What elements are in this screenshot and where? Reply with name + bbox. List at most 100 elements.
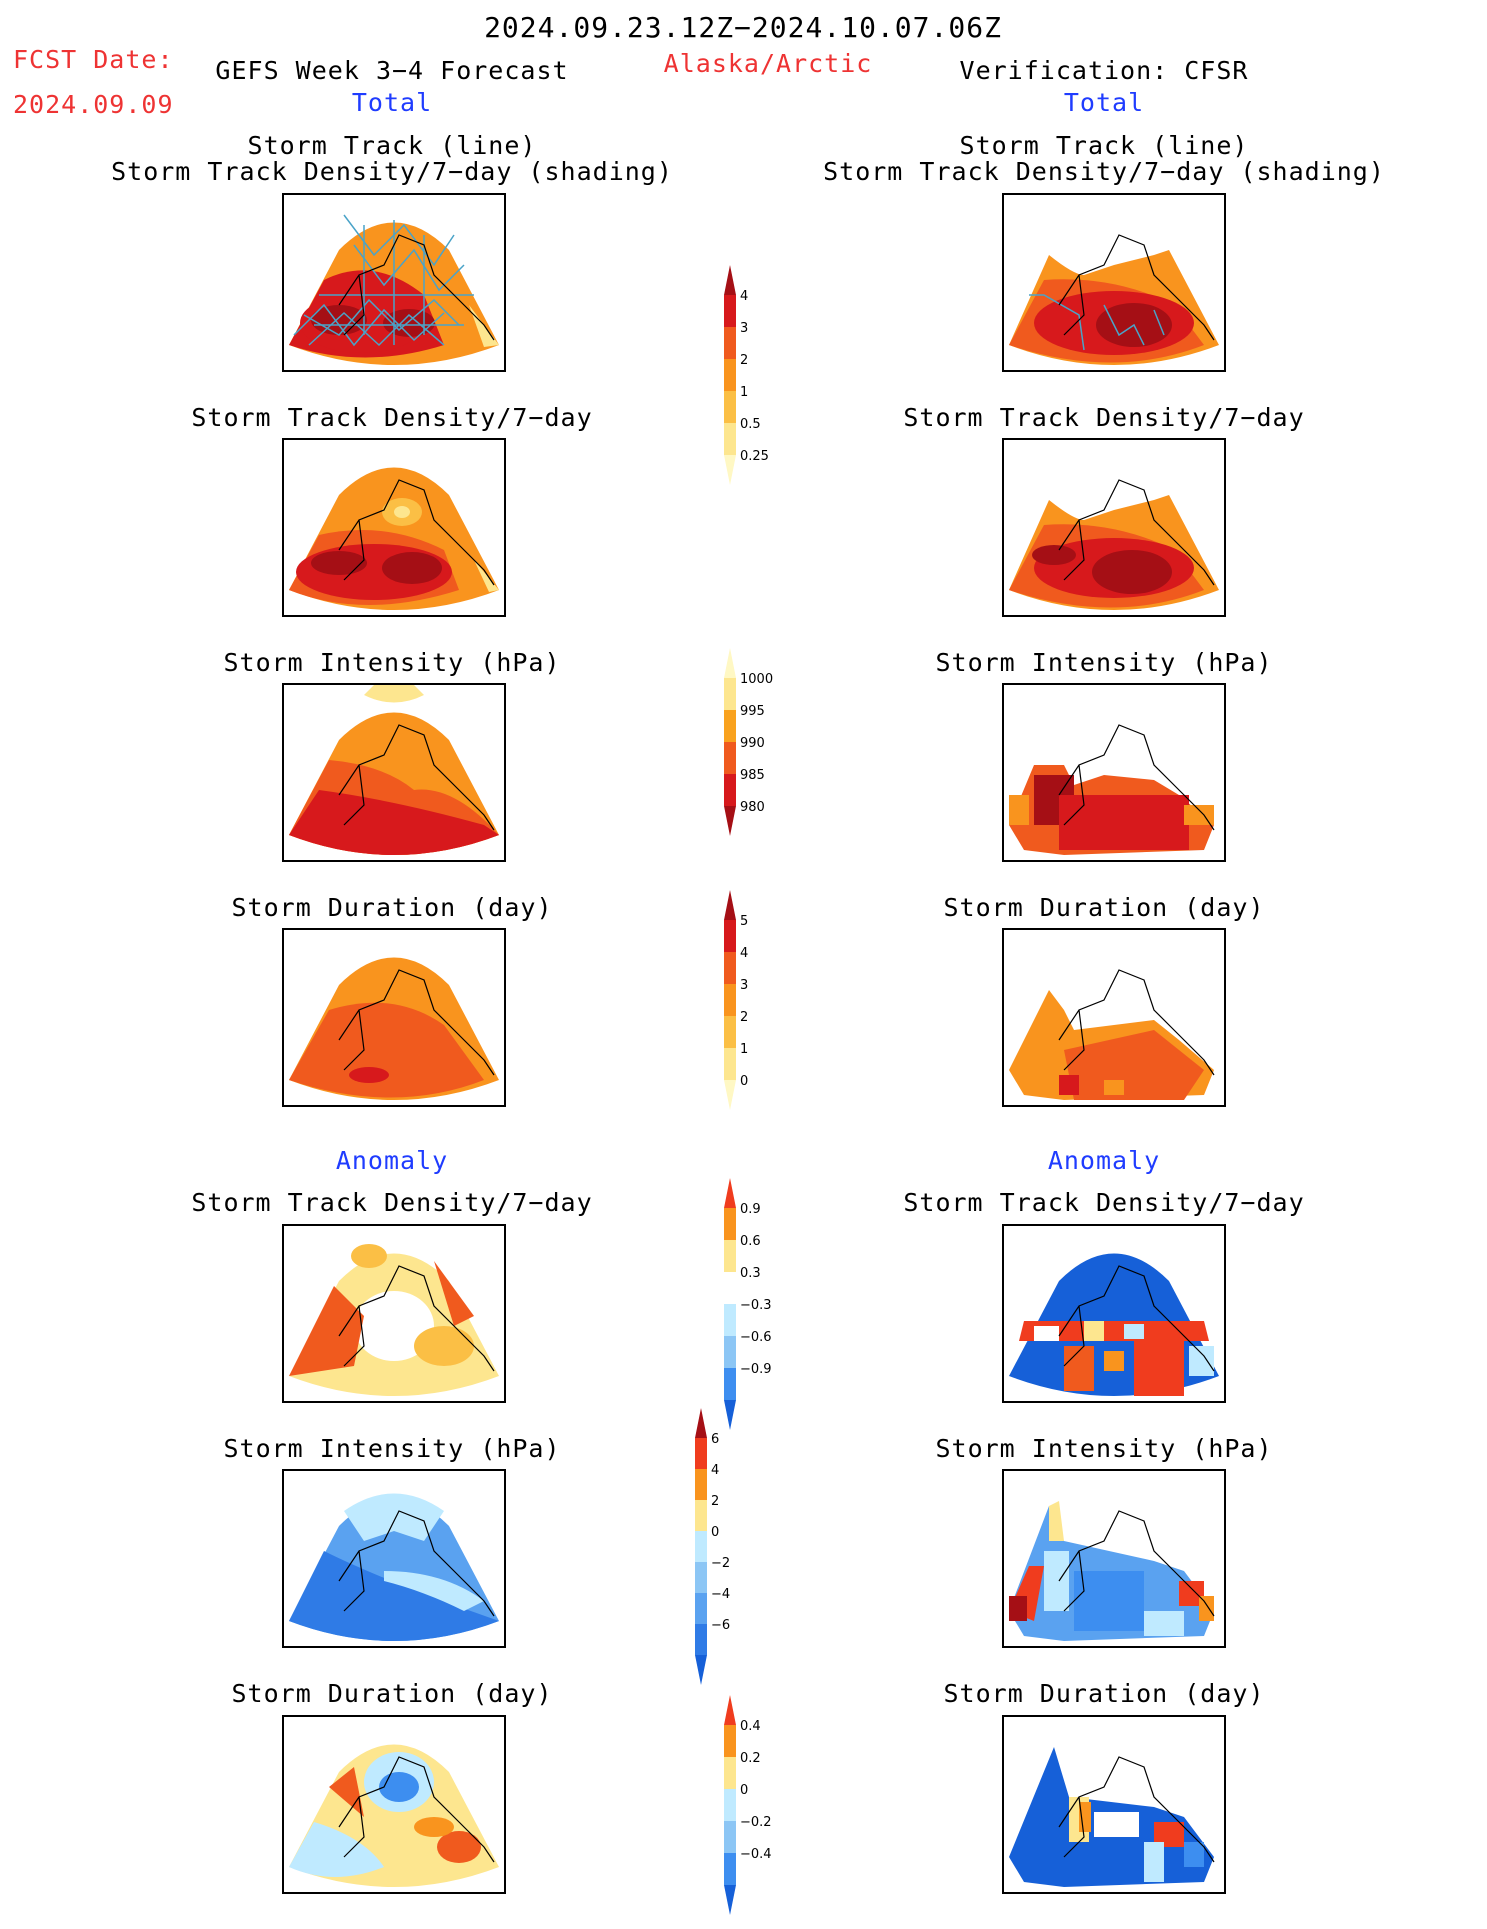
colorbar-anom-duration: 0.4 0.2 0 −0.2 −0.4 [724,1695,784,1929]
map-fcst-density [282,438,506,617]
colorbar-tick-label: 0.5 [740,417,761,432]
colorbar-anom-density: 0.9 0.6 0.3 −0.3 −0.6 −0.9 [724,1178,784,1462]
right-anomaly-label: Anomaly [1047,1146,1161,1175]
colorbar-segment [724,1821,736,1853]
map-verif-anom-density [1002,1224,1226,1403]
colorbar-tick-label: 0.9 [740,1202,761,1217]
colorbar-tick-label: 3 [740,978,748,993]
colorbar-tick-label: 1 [740,1042,748,1057]
colorbar-bottom-extension [724,1080,736,1110]
colorbar-segment [724,1272,736,1304]
colorbar-tick-label: 0.2 [740,1751,761,1766]
colorbar-segment [724,1304,736,1336]
colorbar-tick-label: −4 [711,1587,730,1602]
colorbar-segment [724,1240,736,1272]
colorbar-tick-label: 0 [740,1783,748,1798]
colorbar-top-extension [724,648,736,678]
colorbar-tick-label: 4 [740,946,748,961]
colorbar-tick-label: 1000 [740,672,773,687]
colorbar-tick-label: −0.2 [740,1815,772,1830]
colorbar-tick-label: 0.3 [740,1266,761,1281]
colorbar-tick-label: −0.9 [740,1362,772,1377]
colorbar-segment [695,1593,707,1624]
colorbar-tick-label: 990 [740,736,765,751]
colorbar-segment [724,1336,736,1368]
colorbar-tick-label: 1 [740,385,748,400]
colorbar-tick-label: 0.4 [740,1719,761,1734]
colorbar-segment [724,952,736,984]
colorbar-segment [724,1368,736,1400]
colorbar-segment [724,1208,736,1240]
left-track-shading-title: Storm Track Density/7−day (shading) [111,157,673,186]
colorbar-top-extension [724,890,736,920]
right-duration-title: Storm Duration (day) [943,893,1265,922]
colorbar-segment [724,1757,736,1789]
forecast-period: 2024.09.23.12Z−2024.10.07.06Z [484,11,1002,44]
colorbar-segment [724,359,736,391]
map-fcst-intensity [282,683,506,862]
left-intensity-title: Storm Intensity (hPa) [223,648,561,677]
colorbar-segment [724,774,736,806]
map-verif-anom-intensity [1002,1469,1226,1648]
colorbar-tick-label: 2 [740,353,748,368]
right-anom-intensity-title: Storm Intensity (hPa) [935,1434,1273,1463]
colorbar-segment [724,984,736,1016]
colorbar-segment [724,1048,736,1080]
colorbar-top-extension [724,1695,736,1725]
colorbar-top-extension [695,1408,707,1438]
map-verif-density [1002,438,1226,617]
left-total-label: Total [351,88,433,117]
map-fcst-duration [282,928,506,1107]
colorbar-segment [695,1469,707,1500]
right-density-title: Storm Track Density/7−day [903,403,1305,432]
map-verif-intensity [1002,683,1226,862]
colorbar-tick-label: 4 [740,289,748,304]
colorbar-bottom-extension [724,1400,736,1430]
left-anomaly-label: Anomaly [335,1146,449,1175]
colorbar-top-extension [724,1178,736,1208]
colorbar-tick-label: −2 [711,1556,730,1571]
colorbar-tick-label: 0.6 [740,1234,761,1249]
colorbar-segment [724,742,736,774]
colorbar-tick-label: 985 [740,768,765,783]
left-anom-density-title: Storm Track Density/7−day [191,1188,593,1217]
colorbar-segment [724,423,736,455]
colorbar-tick-label: 2 [740,1010,748,1025]
colorbar-segment [724,920,736,952]
left-anom-intensity-title: Storm Intensity (hPa) [223,1434,561,1463]
colorbar-total-duration: 5 4 3 2 1 0 [724,890,784,1174]
map-fcst-track [282,193,506,372]
colorbar-top-extension [724,265,736,295]
right-title: Verification: CFSR [959,56,1249,85]
colorbar-tick-label: −0.6 [740,1330,772,1345]
left-density-title: Storm Track Density/7−day [191,403,593,432]
colorbar-segment [695,1562,707,1593]
map-fcst-anom-duration [282,1715,506,1894]
right-intensity-title: Storm Intensity (hPa) [935,648,1273,677]
colorbar-segment [724,1725,736,1757]
colorbar-segment [695,1500,707,1531]
map-verif-track [1002,193,1226,372]
colorbar-tick-label: 980 [740,800,765,815]
colorbar-segment [724,295,736,327]
right-anom-density-title: Storm Track Density/7−day [903,1188,1305,1217]
colorbar-segment [695,1624,707,1655]
colorbar-segment [724,327,736,359]
colorbar-segment [724,710,736,742]
right-anom-duration-title: Storm Duration (day) [943,1679,1265,1708]
colorbar-tick-label: −0.3 [740,1298,772,1313]
colorbar-tick-label: 5 [740,914,748,929]
colorbar-segment [724,1853,736,1885]
colorbar-segment [724,391,736,423]
colorbar-tick-label: 4 [711,1463,719,1478]
colorbar-anom-intensity: 6 4 2 0 −2 −4 −6 [695,1408,755,1722]
colorbar-bottom-extension [724,455,736,485]
colorbar-tick-label: 0 [740,1074,748,1089]
colorbar-tick-label: 0 [711,1525,719,1540]
colorbar-total-intensity: 1000 995 990 985 980 [724,648,784,892]
colorbar-segment [724,1789,736,1821]
map-verif-duration [1002,928,1226,1107]
colorbar-segment [695,1531,707,1562]
colorbar-tick-label: 6 [711,1432,719,1447]
right-total-label: Total [1063,88,1145,117]
